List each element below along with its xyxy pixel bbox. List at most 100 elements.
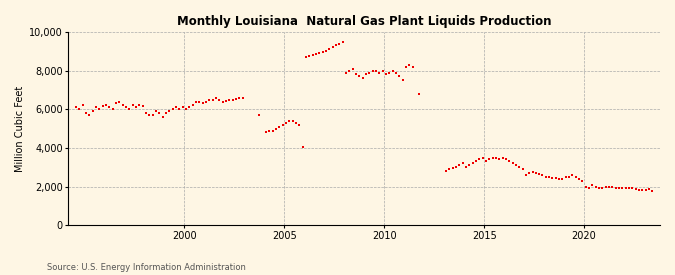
Point (524, 171, 535, 175)
Point (377, 68, 388, 73)
Point (640, 188, 651, 192)
Point (157, 115, 168, 119)
Point (271, 126, 281, 131)
Point (347, 67, 358, 71)
Point (570, 175, 581, 179)
Point (547, 176, 558, 180)
Point (310, 52, 321, 56)
Point (484, 157, 495, 162)
Point (584, 185, 595, 190)
Point (224, 97, 235, 102)
Point (493, 156, 504, 161)
Point (477, 155, 488, 160)
Point (261, 130, 271, 135)
Point (231, 97, 242, 101)
Point (460, 165, 471, 169)
Point (104, 105, 115, 109)
Point (138, 104, 148, 109)
Point (207, 97, 218, 102)
Point (517, 167, 528, 171)
Point (288, 119, 298, 123)
Point (450, 165, 461, 169)
Point (381, 72, 392, 77)
Point (487, 155, 498, 160)
Point (227, 97, 238, 102)
Point (384, 70, 395, 75)
Point (354, 74, 364, 79)
Point (371, 68, 381, 73)
Point (414, 92, 425, 96)
Point (184, 105, 195, 109)
Point (490, 155, 501, 160)
Point (500, 157, 511, 162)
Point (214, 97, 225, 102)
Point (577, 178, 588, 183)
Point (200, 99, 211, 104)
Point (531, 171, 541, 175)
Point (290, 120, 301, 125)
Point (634, 188, 645, 192)
Point (400, 65, 411, 69)
Point (394, 74, 404, 79)
Point (387, 68, 398, 73)
Point (447, 166, 458, 170)
Point (514, 165, 524, 169)
Point (80, 111, 91, 115)
Point (254, 113, 265, 117)
Y-axis label: Million Cubic Feet: Million Cubic Feet (15, 86, 25, 172)
Point (217, 99, 228, 104)
Point (84, 113, 95, 117)
Point (307, 53, 318, 57)
Point (587, 182, 598, 187)
Point (321, 49, 331, 53)
Point (211, 95, 221, 100)
Point (117, 103, 128, 108)
Point (181, 107, 192, 111)
Point (580, 184, 591, 189)
Point (617, 186, 628, 191)
Point (314, 51, 325, 55)
Point (507, 161, 518, 166)
Point (443, 167, 454, 171)
Point (620, 186, 631, 191)
Point (171, 105, 182, 109)
Point (221, 98, 232, 103)
Point (277, 122, 288, 127)
Point (357, 76, 368, 81)
Point (284, 119, 295, 123)
Point (338, 39, 348, 44)
Point (111, 101, 122, 106)
Point (324, 47, 335, 51)
Point (614, 186, 624, 191)
Point (317, 50, 328, 54)
Point (267, 128, 278, 133)
Point (350, 72, 361, 77)
Point (121, 105, 132, 109)
Point (340, 70, 351, 75)
Title: Monthly Louisiana  Natural Gas Plant Liquids Production: Monthly Louisiana Natural Gas Plant Liqu… (177, 15, 551, 28)
Point (390, 70, 401, 75)
Point (161, 111, 171, 115)
Point (140, 111, 151, 115)
Point (238, 95, 248, 100)
Point (527, 170, 538, 174)
Point (190, 99, 201, 104)
Point (151, 109, 161, 113)
Point (327, 45, 338, 50)
Point (107, 107, 118, 111)
Point (464, 163, 475, 167)
Point (630, 187, 641, 192)
Point (574, 177, 585, 181)
Point (178, 105, 188, 109)
Point (101, 103, 111, 108)
Point (234, 95, 245, 100)
Point (540, 175, 551, 179)
Point (407, 65, 418, 69)
Point (600, 184, 611, 189)
Point (610, 185, 621, 190)
Point (78, 103, 88, 108)
Point (297, 145, 308, 149)
Text: Source: U.S. Energy Information Administration: Source: U.S. Energy Information Administ… (47, 263, 246, 272)
Point (643, 187, 654, 192)
Point (174, 107, 185, 111)
